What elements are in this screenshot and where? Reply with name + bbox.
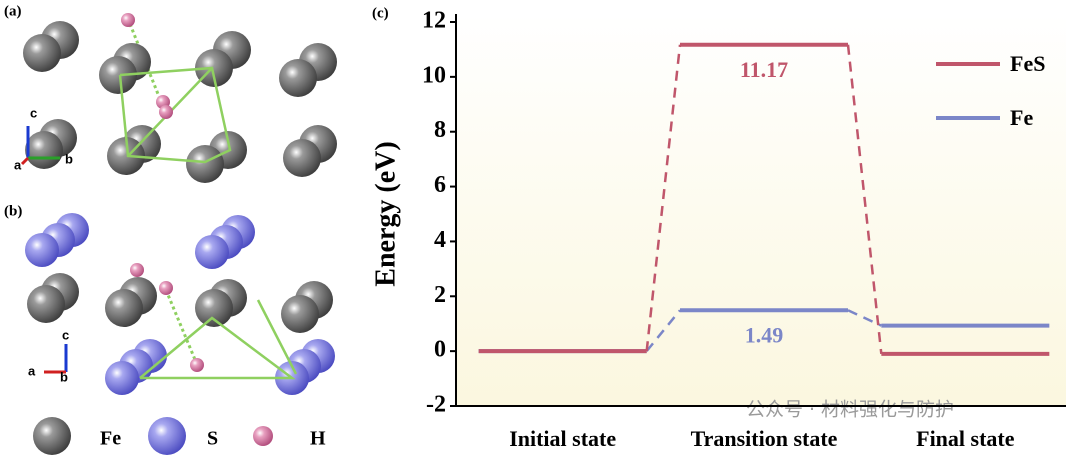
legend-atom [33,417,71,455]
s-atom [195,235,229,269]
legend-atom [148,417,186,455]
plot-background [456,14,1066,406]
legend-label: Fe [100,428,121,450]
y-tick-label: 8 [434,117,446,143]
x-tick-label: Initial state [509,426,616,451]
panel-label: (c) [372,5,389,21]
y-axis-title: Energy (eV) [370,141,401,286]
fe-atom [281,295,319,333]
h-path [164,289,198,363]
y-tick-label: 10 [422,62,446,88]
legend-label: FeS [1010,51,1045,76]
axis-letter: c [30,105,37,120]
h-atom [130,263,144,277]
x-tick-label: Transition state [691,426,838,451]
y-tick-label: 2 [434,282,446,308]
panel-label: (b) [4,203,22,219]
connector [847,309,882,327]
bond [118,66,232,164]
s-atom [105,361,139,395]
y-tick-label: 6 [434,172,446,198]
connector [645,309,681,352]
axis-arrow [20,156,30,166]
axis-letter: b [60,369,68,384]
axis-letter: b [65,151,73,166]
legend-label: S [207,428,218,450]
value-label: 1.49 [745,322,784,347]
structures: (a) (b) c a b c a b Fe S H [4,3,337,455]
axis-letter: a [14,157,22,172]
y-tick-label: -2 [426,392,446,418]
y-tick-label: 0 [434,337,446,363]
fe-atom [25,131,63,169]
legend-label: Fe [1010,105,1033,130]
legend-label: H [310,428,326,450]
y-tick-label: 4 [434,227,446,253]
legend-atom [253,426,273,446]
fe-atom [279,59,317,97]
h-atom [159,281,173,295]
fe-atom [23,34,61,72]
fe-atom [27,285,65,323]
axis-letter: a [28,363,36,378]
watermark: 公众号 · 材料强化与防护 [746,399,954,421]
connector [645,44,682,352]
axis-letter: c [62,327,69,342]
h-atom [159,105,173,119]
fe-atom [195,289,233,327]
h-atom [190,358,204,372]
fe-atom [99,56,137,94]
bond [139,316,296,380]
panel-label: (a) [4,3,22,19]
value-label: 11.17 [740,57,788,82]
y-tick-label: 12 [422,8,446,34]
fe-atom [105,289,143,327]
connector [846,44,883,355]
bond [256,299,298,375]
fe-atom [186,145,224,183]
h-atom [121,13,135,27]
s-atom [25,233,59,267]
x-tick-label: Final state [916,426,1015,451]
fe-atom [283,139,321,177]
